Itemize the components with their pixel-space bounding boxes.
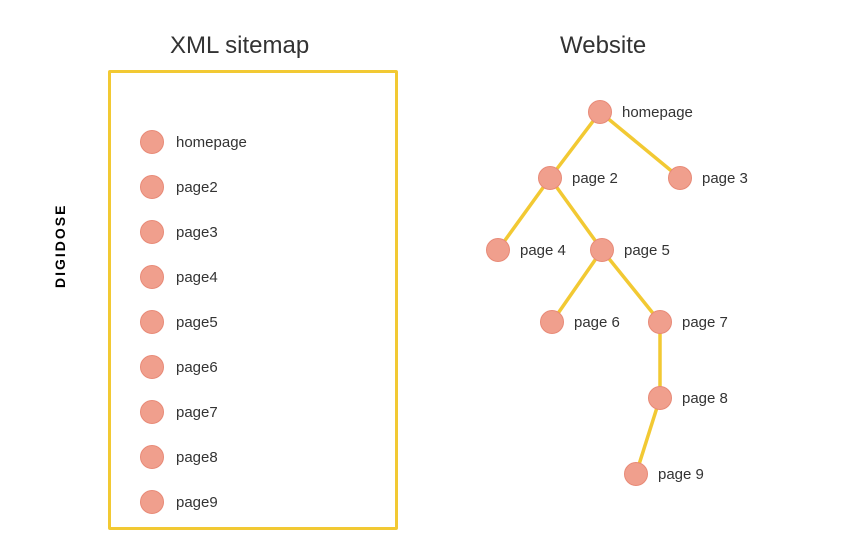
tree-node: page 3 (668, 166, 748, 190)
tree-node: page 7 (648, 310, 728, 334)
node-dot (624, 462, 648, 486)
node-dot (486, 238, 510, 262)
node-dot (538, 166, 562, 190)
node-dot (590, 238, 614, 262)
tree-node-label: page 7 (682, 314, 728, 331)
tree-node-label: page 6 (574, 314, 620, 331)
tree-node: page 4 (486, 238, 566, 262)
tree-node: page 8 (648, 386, 728, 410)
tree-node: page 6 (540, 310, 620, 334)
tree-node-label: page 2 (572, 170, 618, 187)
tree-edges-svg (0, 0, 850, 560)
node-dot (668, 166, 692, 190)
tree-node-label: page 5 (624, 242, 670, 259)
tree-node-label: homepage (622, 104, 693, 121)
tree-node: page 5 (590, 238, 670, 262)
node-dot (540, 310, 564, 334)
tree-node: homepage (588, 100, 693, 124)
tree-node: page 9 (624, 462, 704, 486)
node-dot (588, 100, 612, 124)
tree-node-label: page 9 (658, 466, 704, 483)
tree-node-label: page 4 (520, 242, 566, 259)
tree-node: page 2 (538, 166, 618, 190)
tree-node-label: page 8 (682, 390, 728, 407)
node-dot (648, 386, 672, 410)
node-dot (648, 310, 672, 334)
tree-node-label: page 3 (702, 170, 748, 187)
